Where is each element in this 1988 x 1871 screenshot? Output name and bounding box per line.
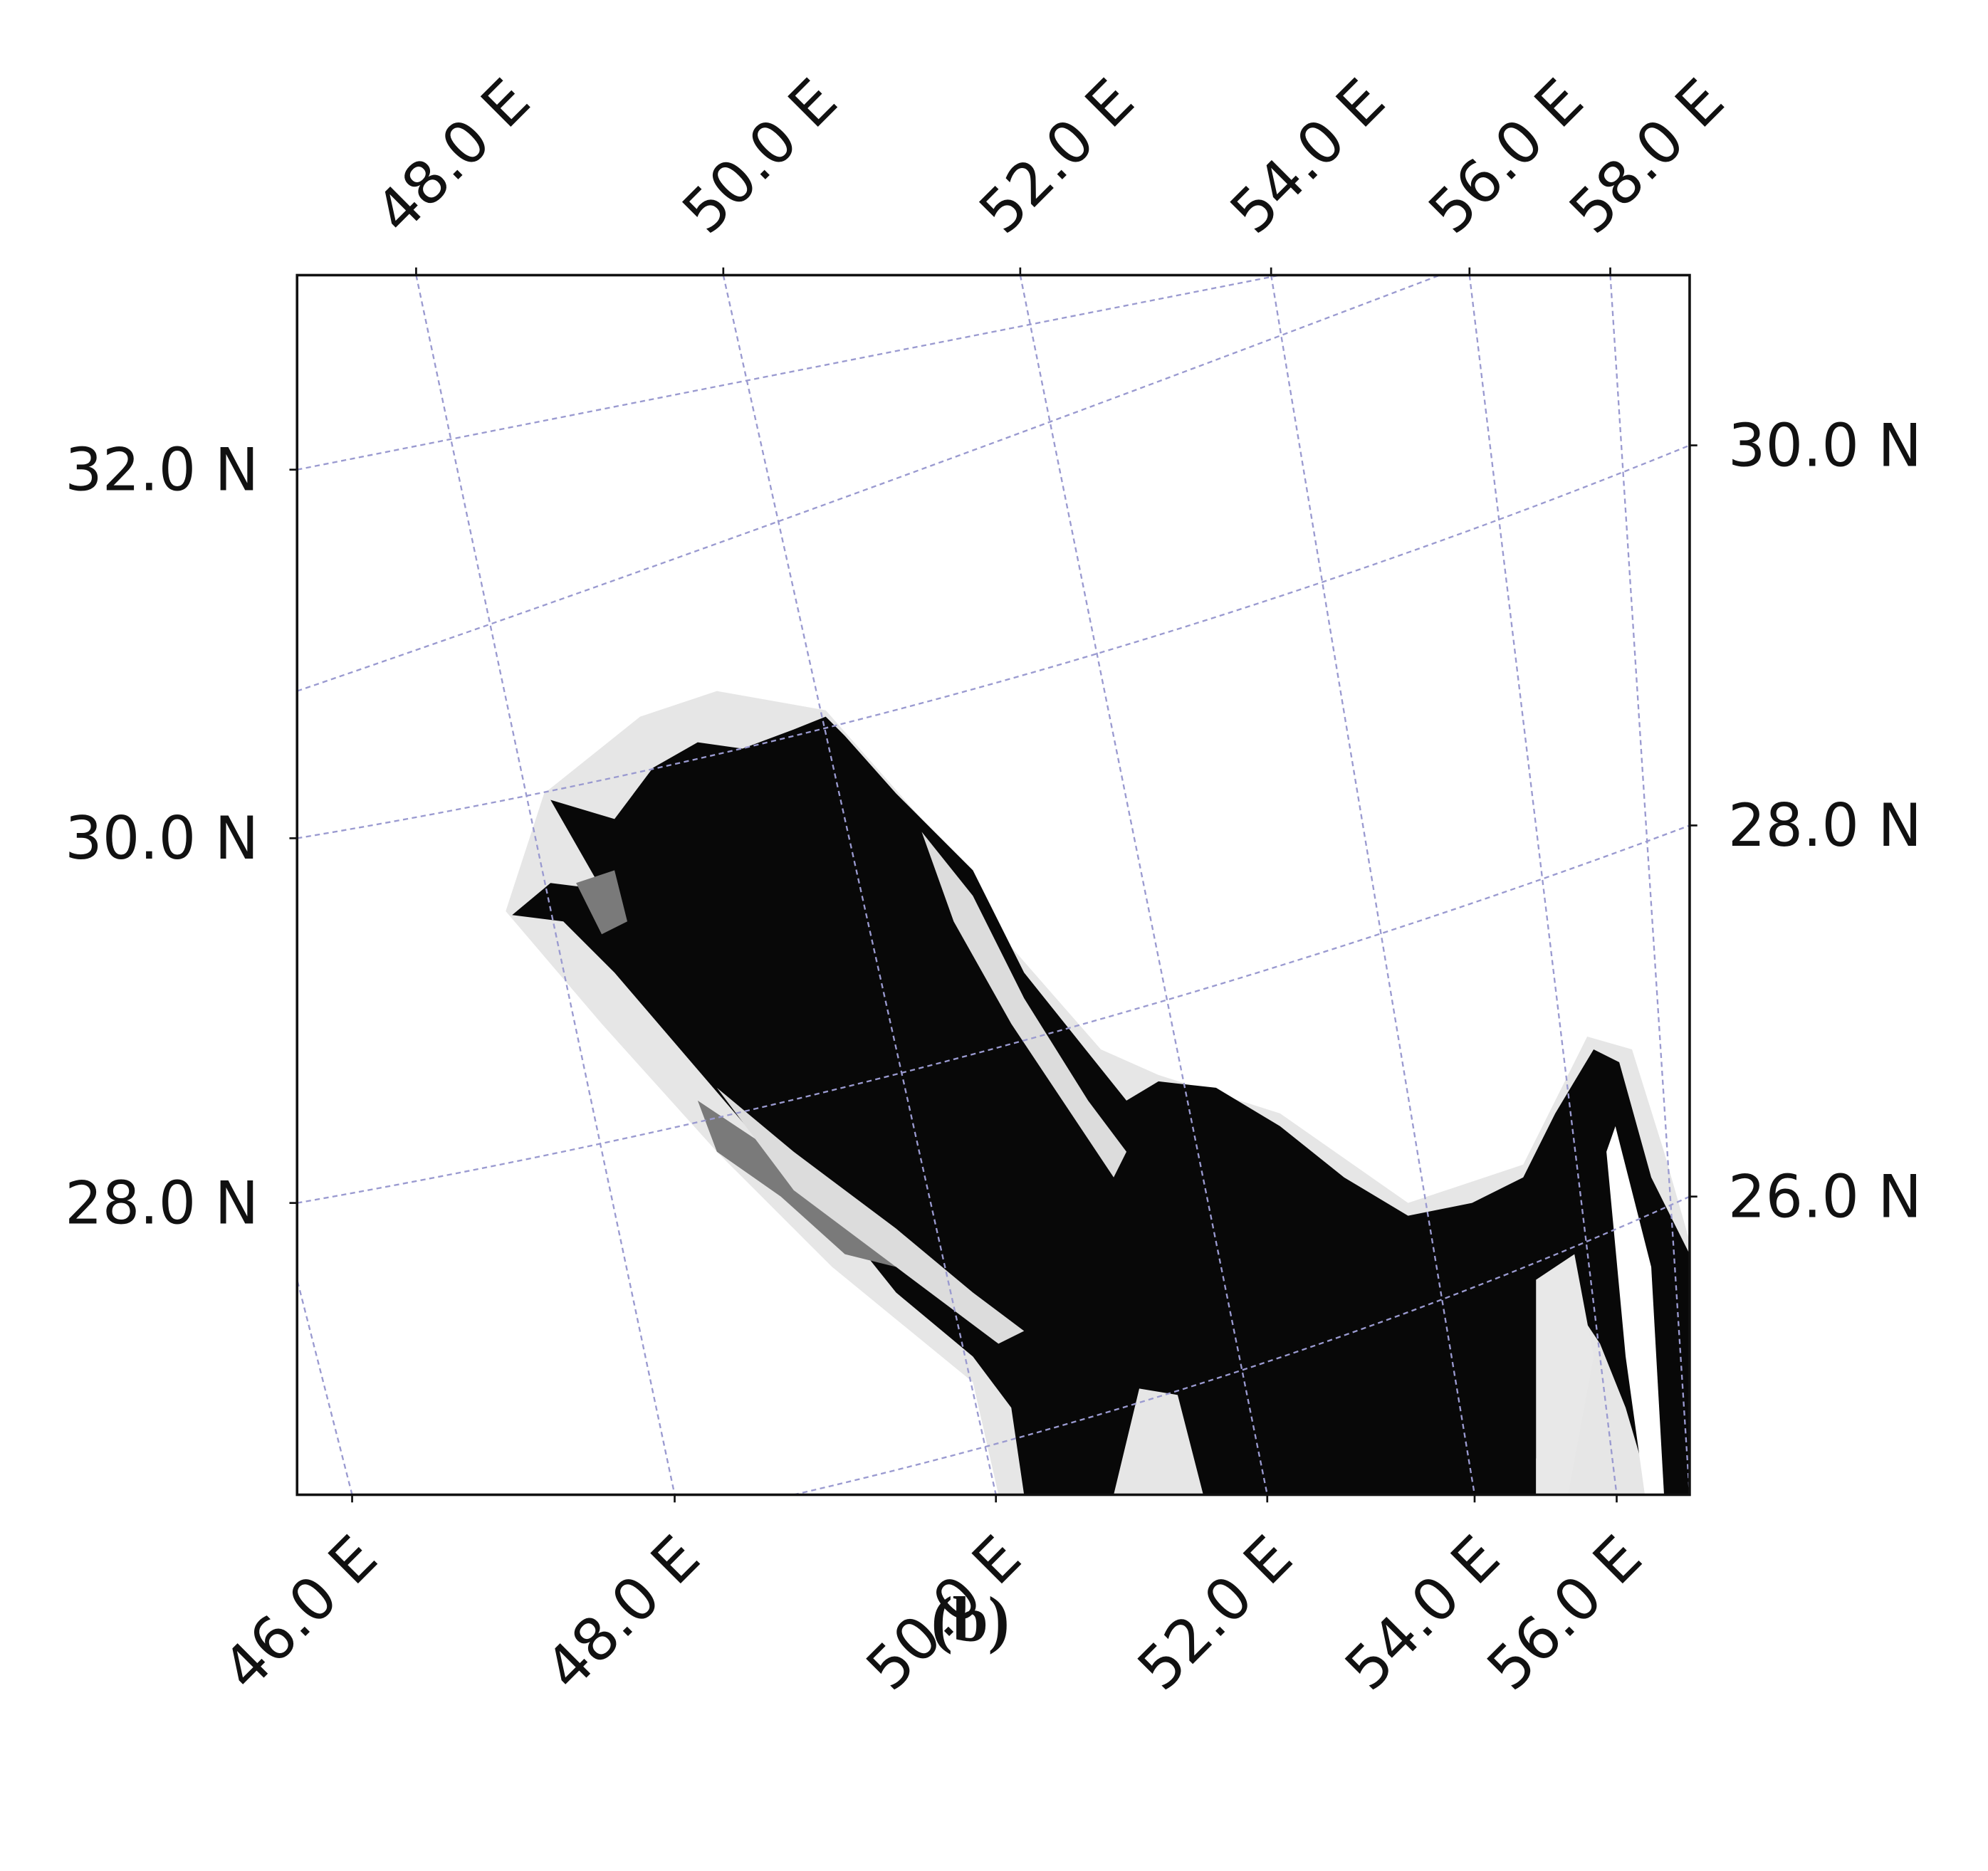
map-area: [297, 275, 1690, 1495]
bottom-lon-label: 54.0 E: [1332, 1523, 1513, 1704]
parallel: [297, 824, 1690, 1204]
panel-caption: (b): [931, 1584, 1010, 1655]
left-lat-label: 28.0 N: [65, 1169, 258, 1237]
bottom-lon-label: 56.0 E: [1475, 1523, 1655, 1704]
meridian: [1609, 275, 1690, 1495]
meridian: [297, 1279, 353, 1495]
top-lon-label: 58.0 E: [1557, 66, 1737, 247]
gulf-water: [512, 716, 1690, 1495]
gray-coast-patch: [576, 870, 628, 935]
parallel: [297, 444, 1690, 839]
top-lon-label: 52.0 E: [967, 66, 1148, 247]
map-frame: [295, 273, 1691, 1497]
bottom-lon-label: 52.0 E: [1125, 1523, 1306, 1704]
bottom-lon-label: 46.0 E: [210, 1523, 391, 1704]
meridian: [415, 275, 676, 1495]
top-lon-label: 50.0 E: [670, 66, 851, 247]
white-gap: [1606, 1126, 1665, 1495]
graticule: [297, 275, 1690, 1495]
meridian: [1019, 275, 1268, 1495]
right-lat-label: 26.0 N: [1728, 1163, 1922, 1231]
left-lat-label: 30.0 N: [65, 805, 258, 873]
meridian: [1468, 275, 1618, 1495]
light-streak: [1536, 1254, 1594, 1495]
parallel: [793, 1195, 1690, 1495]
top-lon-label: 48.0 E: [362, 66, 543, 247]
left-lat-label: 32.0 N: [65, 436, 258, 504]
right-lat-label: 30.0 N: [1728, 412, 1922, 480]
bottom-lon-label: 48.0 E: [533, 1523, 713, 1704]
top-lon-label: 56.0 E: [1416, 66, 1596, 247]
meridian: [1270, 275, 1476, 1495]
right-lat-label: 28.0 N: [1728, 792, 1922, 860]
parallel: [297, 275, 1280, 471]
light-streak: [921, 832, 1127, 1178]
meridian: [722, 275, 997, 1495]
top-lon-label: 54.0 E: [1218, 66, 1398, 247]
light-streak: [716, 1087, 1025, 1344]
parallel: [297, 275, 1443, 692]
